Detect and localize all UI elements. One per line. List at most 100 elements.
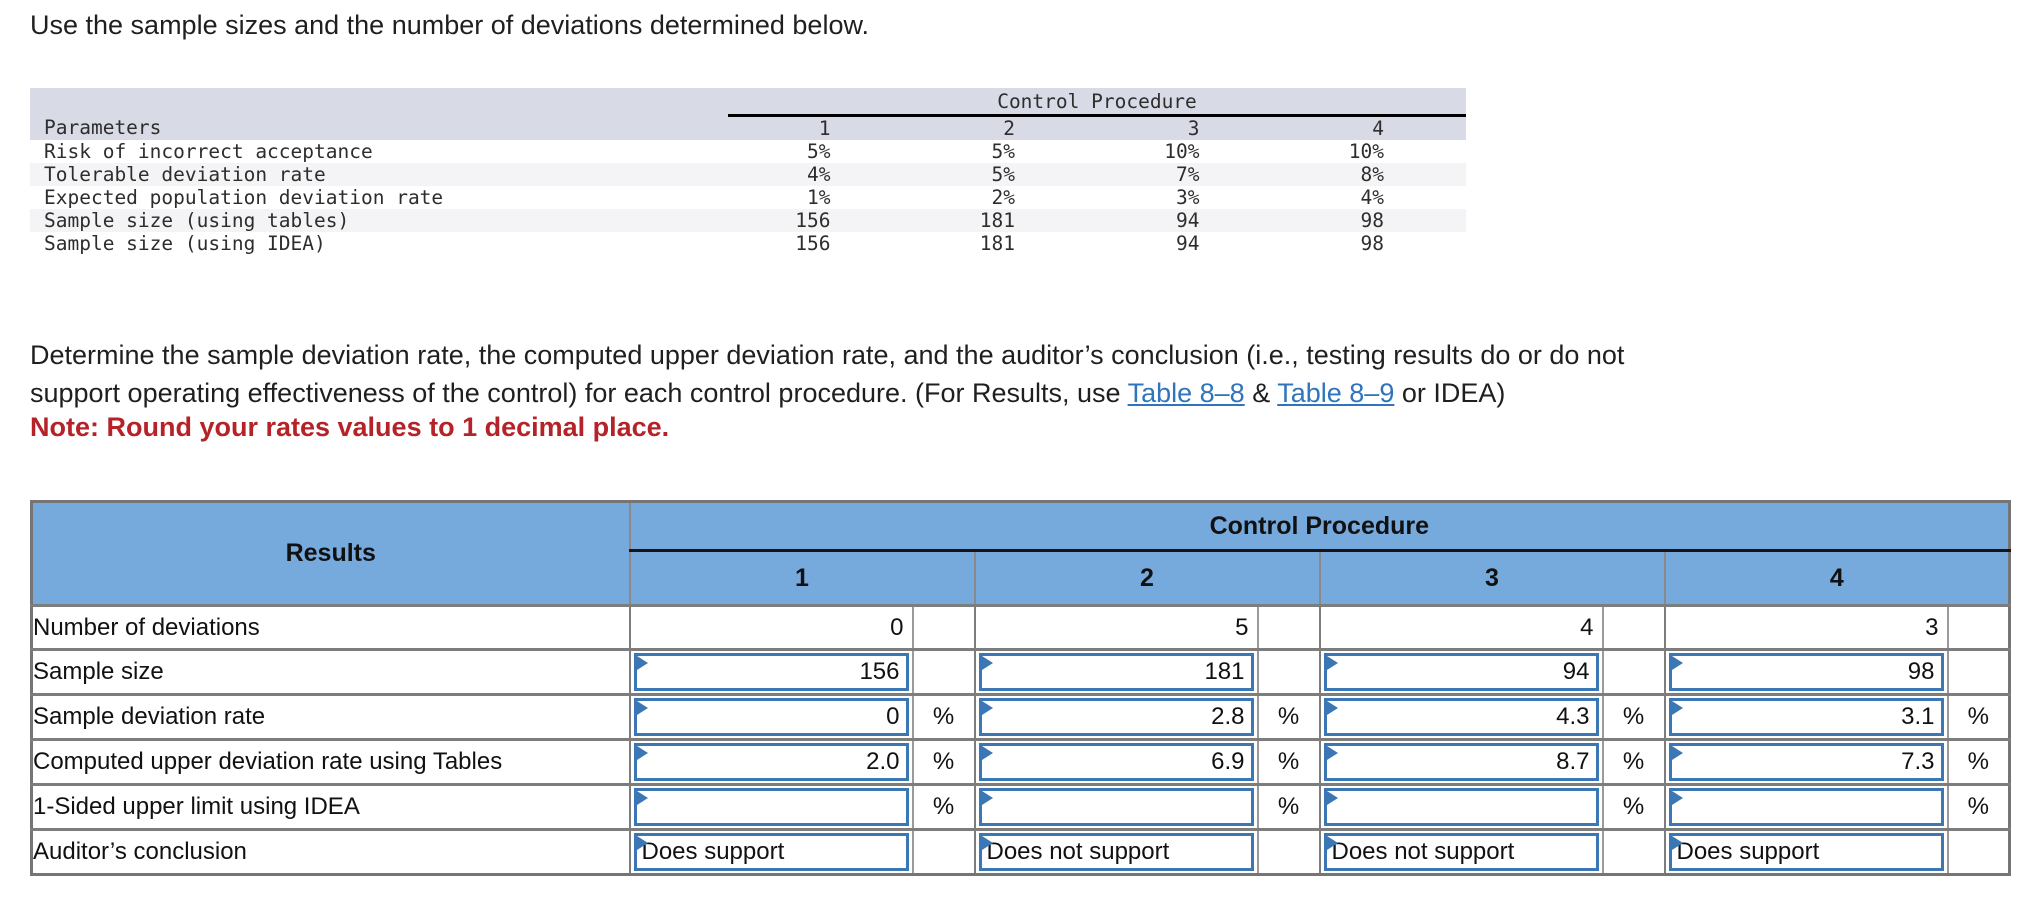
parameters-table: Control Procedure Parameters 1 2 3 4 Ris…: [30, 88, 1466, 255]
result-row-label: Sample size: [31, 649, 631, 695]
param-value: 4%: [728, 163, 913, 186]
param-value: 156: [795, 232, 831, 255]
unit-cell: [1948, 650, 2010, 695]
unit-cell: [912, 829, 976, 875]
idea-upper-limit-input-1[interactable]: [633, 788, 909, 826]
input-flag-icon: [1326, 836, 1338, 850]
unit-cell: [912, 649, 976, 695]
idea-upper-limit-input-3[interactable]: [1323, 788, 1599, 826]
param-value: 156: [728, 209, 913, 232]
percent-label: %: [1602, 784, 1666, 830]
result-row-label: Computed upper deviation rate using Tabl…: [31, 739, 631, 785]
percent-label: %: [1602, 739, 1666, 785]
results-table: Results Control Procedure 1 2 3 4 Number…: [30, 500, 2012, 876]
sample-size-input-1[interactable]: 156: [633, 653, 909, 691]
computed-upper-rate-input-1[interactable]: 2.0: [633, 743, 909, 781]
input-value: 98: [1907, 658, 1935, 685]
link-table-8-8[interactable]: Table 8–8: [1127, 378, 1245, 408]
idea-upper-limit-input-4[interactable]: [1668, 788, 1944, 826]
input-value: Does support: [641, 838, 785, 865]
results-corner-header: Results: [31, 501, 631, 606]
input-flag-icon: [981, 746, 993, 760]
computed-upper-rate-input-3[interactable]: 8.7: [1323, 743, 1599, 781]
input-flag-icon: [1671, 656, 1683, 670]
unit-cell: [912, 605, 976, 650]
auditors-conclusion-input-1[interactable]: Does support: [633, 833, 909, 871]
unit-cell: [1257, 649, 1321, 695]
sample-deviation-rate-input-1[interactable]: 0: [633, 698, 909, 736]
result-row-deviations: Number of deviations 0 5 4 3: [31, 605, 2010, 650]
percent-label: %: [912, 694, 976, 740]
instructions-line1: Determine the sample deviation rate, the…: [30, 340, 1625, 370]
param-value: 94: [1176, 232, 1200, 255]
param-row-sample-tables: Sample size (using tables) 156 181 94 98: [30, 209, 1466, 232]
deviations-value-2: 5: [974, 605, 1259, 650]
input-value: 6.9: [1211, 748, 1245, 775]
results-col-header-3: 3: [1318, 550, 1665, 606]
sample-deviation-rate-input-3[interactable]: 4.3: [1323, 698, 1599, 736]
input-value: 156: [859, 658, 900, 685]
sample-size-input-4[interactable]: 98: [1668, 653, 1944, 691]
param-value: 94: [1097, 209, 1282, 232]
percent-label: %: [912, 739, 976, 785]
param-value: 98: [1360, 232, 1384, 255]
input-flag-icon: [636, 656, 648, 670]
sample-size-input-2[interactable]: 181: [978, 653, 1254, 691]
input-flag-icon: [636, 701, 648, 715]
results-col-header-1: 1: [629, 550, 975, 606]
sample-deviation-rate-input-2[interactable]: 2.8: [978, 698, 1254, 736]
result-row-auditors-conclusion: Auditor’s conclusion Does support Does n…: [31, 829, 2010, 875]
sample-deviation-rate-input-4[interactable]: 3.1: [1668, 698, 1944, 736]
parameters-col-header-1: 1: [728, 115, 913, 140]
sample-size-input-3[interactable]: 94: [1323, 653, 1599, 691]
param-value: 5%: [991, 140, 1015, 163]
parameters-header-spacer: [30, 88, 728, 116]
input-value: 2.8: [1211, 703, 1245, 730]
input-flag-icon: [981, 791, 993, 805]
results-col-header-2: 2: [973, 550, 1320, 606]
unit-cell: [1602, 649, 1666, 695]
unit-cell: [1257, 605, 1321, 650]
result-row-idea-upper-limit: 1-Sided upper limit using IDEA % % % %: [31, 784, 2010, 830]
results-column-header-row: 1 2 3 4: [32, 550, 2010, 606]
percent-label: %: [1602, 694, 1666, 740]
auditors-conclusion-input-4[interactable]: Does support: [1668, 833, 1944, 871]
input-value: 2.0: [866, 748, 900, 775]
deviations-value-1: 0: [629, 605, 914, 650]
percent-label: %: [1257, 784, 1321, 830]
deviations-value-4: 3: [1664, 605, 1949, 650]
input-flag-icon: [1671, 791, 1683, 805]
idea-upper-limit-input-2[interactable]: [978, 788, 1254, 826]
input-value: 3.1: [1901, 703, 1935, 730]
intro-text: Use the sample sizes and the number of d…: [30, 10, 869, 40]
input-flag-icon: [1326, 791, 1338, 805]
auditors-conclusion-input-2[interactable]: Does not support: [978, 833, 1254, 871]
computed-upper-rate-input-4[interactable]: 7.3: [1668, 743, 1944, 781]
unit-cell: [1602, 829, 1666, 875]
auditors-conclusion-input-3[interactable]: Does not support: [1323, 833, 1599, 871]
parameters-col-header-4: 4: [1281, 115, 1466, 140]
result-row-label: Sample deviation rate: [31, 694, 631, 740]
param-value: 5%: [807, 140, 831, 163]
input-flag-icon: [1326, 656, 1338, 670]
result-row-sample-deviation-rate: Sample deviation rate 0 % 2.8 % 4.3 % 3.…: [31, 694, 2010, 740]
input-value: 94: [1562, 658, 1590, 685]
input-flag-icon: [981, 701, 993, 715]
param-value: 7%: [1097, 163, 1282, 186]
param-value: 5%: [912, 163, 1097, 186]
link-table-8-9[interactable]: Table 8–9: [1277, 378, 1395, 408]
input-flag-icon: [636, 836, 648, 850]
input-value: 181: [1204, 658, 1245, 685]
input-value: 8.7: [1556, 748, 1590, 775]
parameters-corner-header: Parameters: [30, 115, 728, 140]
param-value: 10%: [1164, 140, 1200, 163]
param-value: 3%: [1176, 186, 1200, 209]
input-flag-icon: [1326, 701, 1338, 715]
input-flag-icon: [636, 791, 648, 805]
param-row-label: Risk of incorrect acceptance: [44, 140, 373, 163]
result-row-sample-size: Sample size 156 181 94 98: [31, 649, 2010, 695]
results-group-header: Control Procedure: [629, 501, 2010, 552]
computed-upper-rate-input-2[interactable]: 6.9: [978, 743, 1254, 781]
param-row-label: Sample size (using tables): [30, 209, 728, 232]
param-value: 8%: [1281, 163, 1466, 186]
